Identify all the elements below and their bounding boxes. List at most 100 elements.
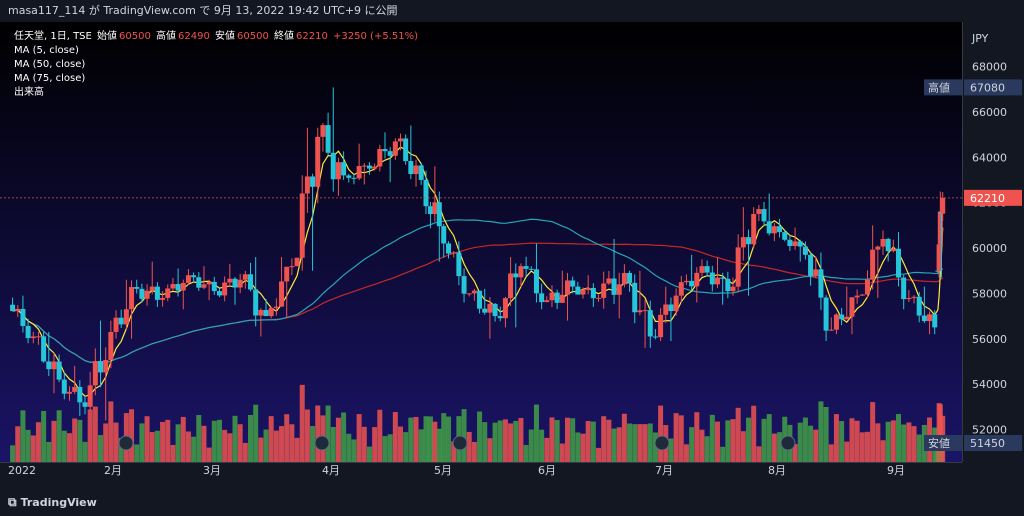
candle-body	[927, 314, 933, 322]
candle-body	[366, 165, 372, 169]
candle-body	[398, 138, 404, 142]
candle-body	[180, 282, 186, 291]
candle-body	[828, 329, 834, 331]
candle-body	[533, 269, 539, 294]
candle-body	[418, 165, 424, 180]
event-marker-icon[interactable]	[654, 435, 670, 451]
candle-body	[237, 279, 243, 288]
volume-bar	[766, 414, 772, 462]
candle-body	[165, 288, 171, 298]
volume-bar	[756, 446, 762, 462]
volume-bar	[294, 437, 300, 462]
volume-bar	[828, 444, 834, 462]
high-marker-badge	[964, 79, 1022, 96]
candle-body	[782, 232, 788, 240]
price-chart[interactable]: JPY5200054000560005800060000620006400066…	[0, 22, 1024, 486]
volume-bar	[427, 416, 433, 462]
volume-bar	[802, 417, 808, 462]
y-tick-label: 56000	[972, 333, 1007, 346]
volume-bar	[185, 431, 191, 462]
candle-body	[689, 280, 695, 287]
candle-body	[647, 310, 653, 337]
candle-body	[294, 257, 300, 267]
event-marker-icon[interactable]	[780, 435, 796, 451]
volume-bar	[201, 425, 207, 462]
candle-body	[735, 247, 741, 287]
volume-bar	[606, 419, 612, 462]
volume-bar	[346, 433, 352, 462]
legend-ma5[interactable]: MA (5, close)	[14, 45, 79, 56]
y-tick-label: 52000	[972, 424, 1007, 437]
x-tick-label: 7月	[655, 464, 673, 477]
volume-bar	[471, 441, 477, 462]
candle-body	[896, 248, 902, 278]
candle-body	[518, 266, 524, 278]
volume-bar	[585, 421, 591, 462]
volume-bar	[441, 413, 447, 462]
volume-bar	[382, 436, 388, 462]
volume-bar	[549, 417, 555, 462]
volume-bar	[818, 401, 824, 462]
candle-body	[273, 306, 279, 309]
event-marker-icon[interactable]	[452, 435, 468, 451]
candle-body	[570, 280, 576, 287]
candle-body	[232, 278, 238, 288]
candle-body	[35, 336, 41, 338]
tradingview-logo[interactable]: ⧉ TradingView	[8, 495, 97, 510]
candle-body	[299, 193, 305, 258]
candle-body	[709, 272, 715, 285]
candle-body	[585, 287, 591, 290]
candle-body	[103, 360, 109, 373]
legend-open-value: 60500	[119, 31, 151, 42]
candle-body	[451, 252, 457, 254]
legend-ma75[interactable]: MA (75, close)	[14, 73, 86, 84]
candle-body	[652, 336, 658, 338]
candle-body	[808, 254, 814, 276]
x-tick-label: 9月	[887, 464, 905, 477]
volume-bar	[263, 429, 269, 462]
volume-bar	[564, 417, 570, 462]
candle-body	[885, 238, 891, 252]
legend-symbol[interactable]: 任天堂, 1日, TSE	[14, 31, 92, 42]
legend-volume[interactable]: 出来高	[14, 87, 44, 98]
volume-bar	[777, 432, 783, 462]
volume-bar	[25, 429, 31, 462]
volume-bar	[864, 431, 870, 462]
legend-ma50[interactable]: MA (50, close)	[14, 59, 86, 70]
event-marker-icon[interactable]	[314, 435, 330, 451]
volume-bar	[403, 432, 409, 462]
candle-body	[10, 304, 16, 312]
volume-bar	[180, 416, 186, 462]
candle-body	[196, 277, 202, 288]
volume-bar	[170, 444, 176, 462]
candle-body	[149, 286, 155, 291]
candle-body	[497, 316, 503, 319]
y-tick-label: 66000	[972, 106, 1007, 119]
candle-body	[471, 290, 477, 294]
event-marker-icon[interactable]	[118, 435, 134, 451]
volume-bar	[30, 435, 36, 462]
candle-body	[911, 296, 917, 298]
candle-body	[144, 290, 150, 299]
volume-bar	[330, 426, 336, 462]
volume-bar	[289, 424, 295, 462]
volume-bar	[849, 418, 855, 462]
candle-body	[777, 226, 783, 233]
candle-body	[880, 238, 886, 247]
candle-body	[377, 149, 383, 167]
candle-body	[41, 336, 47, 362]
volume-bar	[242, 442, 248, 462]
candle-body	[82, 402, 88, 407]
volume-bar	[310, 425, 316, 462]
candle-body	[590, 287, 596, 299]
volume-bar	[165, 419, 171, 462]
candle-body	[154, 286, 160, 300]
candle-body	[632, 282, 638, 313]
candle-body	[642, 310, 648, 312]
volume-bar	[627, 423, 633, 462]
candle-body	[139, 288, 145, 299]
candle-body	[714, 277, 720, 285]
volume-bar	[647, 423, 653, 462]
candle-body	[356, 166, 362, 179]
candle-body	[227, 278, 233, 283]
